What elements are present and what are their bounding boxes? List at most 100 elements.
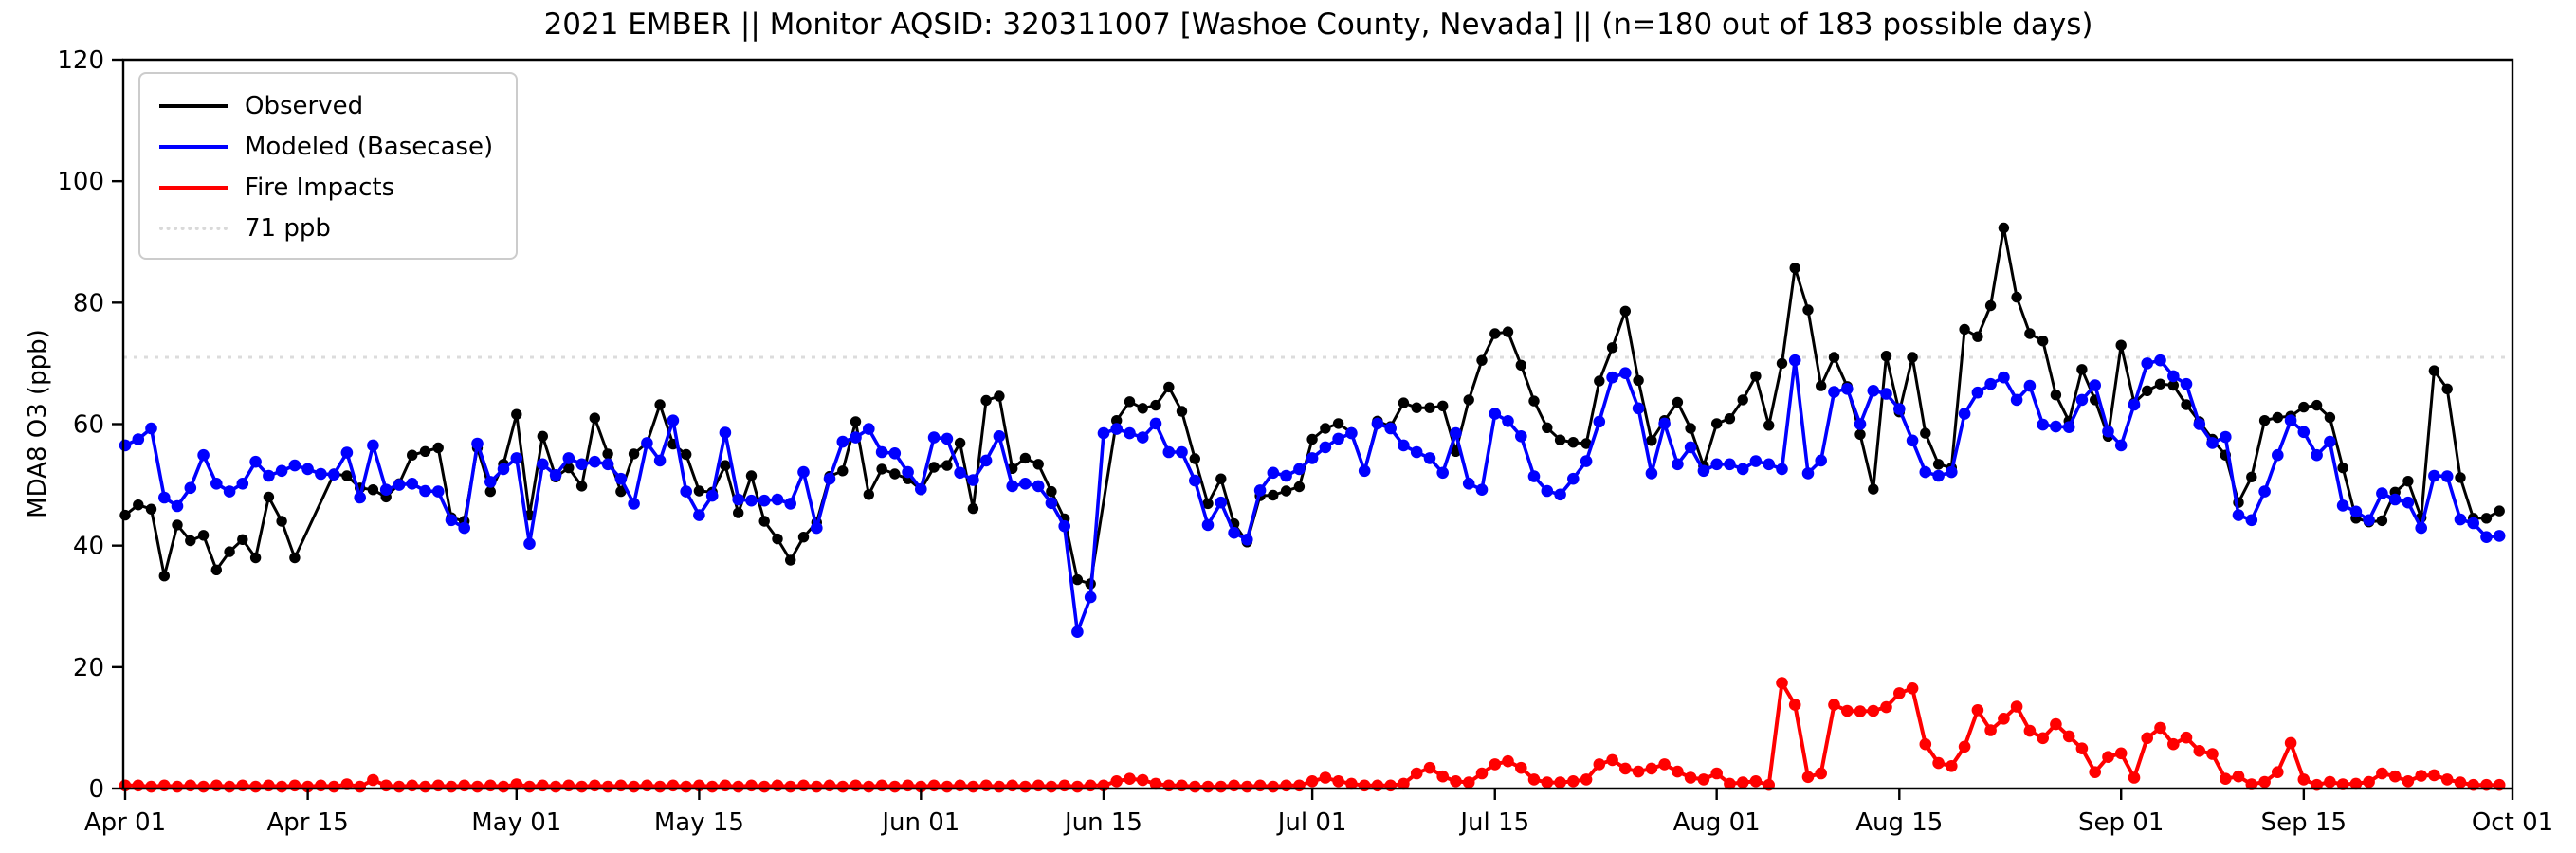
series-fire-impacts-marker bbox=[1398, 777, 1410, 790]
series-observed-marker bbox=[1437, 400, 1449, 411]
series-fire-impacts-marker bbox=[641, 779, 653, 792]
x-tick-label: Jun 01 bbox=[880, 808, 959, 837]
series-fire-impacts-marker bbox=[1215, 780, 1228, 793]
series-observed-marker bbox=[602, 448, 613, 460]
series-fire-impacts-marker bbox=[197, 780, 210, 793]
series-modeled-basecase--marker bbox=[875, 445, 888, 459]
series-fire-impacts-marker bbox=[406, 779, 419, 792]
series-fire-impacts-marker bbox=[2193, 745, 2206, 757]
series-fire-impacts-marker bbox=[1371, 779, 1384, 792]
series-observed-marker bbox=[1932, 459, 1945, 470]
series-observed-marker bbox=[693, 485, 705, 497]
series-modeled-basecase--marker bbox=[1828, 386, 1840, 398]
x-tick-label: Aug 01 bbox=[1673, 808, 1761, 837]
series-fire-impacts-marker bbox=[1946, 760, 1958, 772]
series-fire-impacts-marker bbox=[850, 779, 862, 792]
series-modeled-basecase--marker bbox=[184, 481, 197, 495]
series-fire-impacts-marker bbox=[1736, 776, 1749, 789]
series-modeled-basecase--marker bbox=[1502, 415, 1514, 427]
series-observed-marker bbox=[628, 448, 640, 460]
series-modeled-basecase--marker bbox=[850, 431, 862, 444]
series-modeled-basecase--marker bbox=[1084, 590, 1097, 604]
series-modeled-basecase--marker bbox=[732, 493, 744, 506]
series-fire-impacts-marker bbox=[497, 780, 510, 793]
series-modeled-basecase--marker bbox=[2467, 517, 2479, 530]
series-modeled-basecase--marker bbox=[145, 422, 157, 435]
series-fire-impacts-marker bbox=[1788, 699, 1801, 711]
series-modeled-basecase--marker bbox=[1423, 452, 1436, 464]
series-fire-impacts-marker bbox=[2102, 751, 2114, 763]
series-modeled-basecase--marker bbox=[1801, 467, 1815, 480]
series-modeled-basecase--marker bbox=[1475, 483, 1489, 496]
series-fire-impacts-marker bbox=[1606, 753, 1618, 767]
series-observed-marker bbox=[1332, 418, 1344, 429]
fire-line-sample-icon bbox=[159, 185, 228, 190]
series-fire-impacts-marker bbox=[2167, 737, 2180, 751]
series-observed-marker bbox=[563, 462, 575, 474]
series-modeled-basecase--marker bbox=[263, 469, 275, 482]
series-modeled-basecase--marker bbox=[1384, 422, 1397, 435]
series-modeled-basecase--marker bbox=[1906, 434, 1919, 447]
series-observed-marker bbox=[419, 445, 431, 457]
series-modeled-basecase--marker bbox=[601, 458, 614, 471]
chart-title: 2021 EMBER || Monitor AQSID: 320311007 [… bbox=[543, 8, 2093, 42]
series-observed-marker bbox=[2480, 513, 2493, 524]
series-fire-impacts-marker bbox=[1110, 775, 1123, 788]
series-fire-impacts-marker bbox=[1541, 776, 1554, 789]
series-modeled-basecase--marker bbox=[1306, 452, 1319, 464]
series-modeled-basecase--marker bbox=[2428, 469, 2440, 482]
series-modeled-basecase--marker bbox=[223, 485, 236, 498]
series-observed-marker bbox=[1268, 489, 1279, 501]
series-observed-marker bbox=[1816, 380, 1827, 391]
series-modeled-basecase--marker bbox=[1724, 458, 1736, 471]
series-modeled-basecase--marker bbox=[1515, 430, 1527, 443]
series-fire-impacts-marker bbox=[1084, 779, 1097, 792]
series-modeled-basecase--marker bbox=[705, 489, 719, 502]
series-fire-impacts-marker bbox=[1867, 704, 1880, 717]
series-modeled-basecase--marker bbox=[2180, 377, 2193, 390]
series-modeled-basecase--marker bbox=[967, 474, 979, 486]
series-fire-impacts-marker bbox=[1932, 756, 1945, 770]
series-fire-impacts-marker bbox=[171, 780, 184, 793]
series-modeled-basecase--marker bbox=[1110, 423, 1123, 435]
y-tick-label: 80 bbox=[73, 289, 104, 318]
series-observed-marker bbox=[1763, 420, 1775, 431]
series-modeled-basecase--marker bbox=[927, 431, 941, 444]
series-modeled-basecase--marker bbox=[667, 414, 680, 427]
series-modeled-basecase--marker bbox=[2062, 421, 2075, 434]
series-modeled-basecase--marker bbox=[2349, 505, 2363, 518]
series-fire-impacts-marker bbox=[1124, 772, 1136, 785]
series-fire-impacts-marker bbox=[1462, 776, 1475, 789]
series-fire-impacts-marker bbox=[1006, 779, 1018, 792]
series-fire-impacts-marker bbox=[1554, 776, 1566, 789]
series-observed-marker bbox=[2272, 411, 2283, 424]
series-modeled-basecase--marker bbox=[1984, 377, 1997, 390]
series-modeled-basecase--marker bbox=[2193, 418, 2206, 430]
series-modeled-basecase--marker bbox=[863, 423, 875, 435]
series-modeled-basecase--marker bbox=[1788, 354, 1801, 367]
series-fire-impacts-marker bbox=[653, 780, 667, 793]
series-modeled-basecase--marker bbox=[2363, 514, 2375, 527]
series-fire-impacts-marker bbox=[2141, 732, 2153, 745]
series-observed-marker bbox=[1111, 415, 1123, 426]
series-modeled-basecase--marker bbox=[693, 509, 705, 521]
series-fire-impacts-marker bbox=[2206, 748, 2219, 760]
series-modeled-basecase--marker bbox=[2220, 430, 2232, 444]
series-fire-impacts-marker bbox=[471, 780, 484, 793]
series-fire-impacts-marker bbox=[1019, 780, 1032, 793]
series-fire-impacts-marker bbox=[2324, 775, 2336, 789]
series-fire-impacts-marker bbox=[2232, 770, 2245, 783]
series-fire-impacts-marker bbox=[2154, 721, 2166, 735]
series-observed-marker bbox=[1868, 483, 1879, 495]
series-observed-marker bbox=[145, 503, 157, 515]
series-modeled-basecase--marker bbox=[1019, 478, 1032, 490]
series-observed-marker bbox=[1320, 423, 1331, 434]
series-observed-marker bbox=[1776, 357, 1788, 370]
series-modeled-basecase--marker bbox=[1032, 480, 1045, 493]
series-fire-impacts-marker bbox=[589, 779, 601, 792]
series-observed-marker bbox=[2115, 339, 2127, 351]
series-modeled-basecase--marker bbox=[1541, 484, 1554, 498]
series-observed-marker bbox=[733, 507, 744, 518]
series-observed-marker bbox=[1463, 394, 1474, 406]
series-fire-impacts-marker bbox=[2023, 724, 2037, 737]
